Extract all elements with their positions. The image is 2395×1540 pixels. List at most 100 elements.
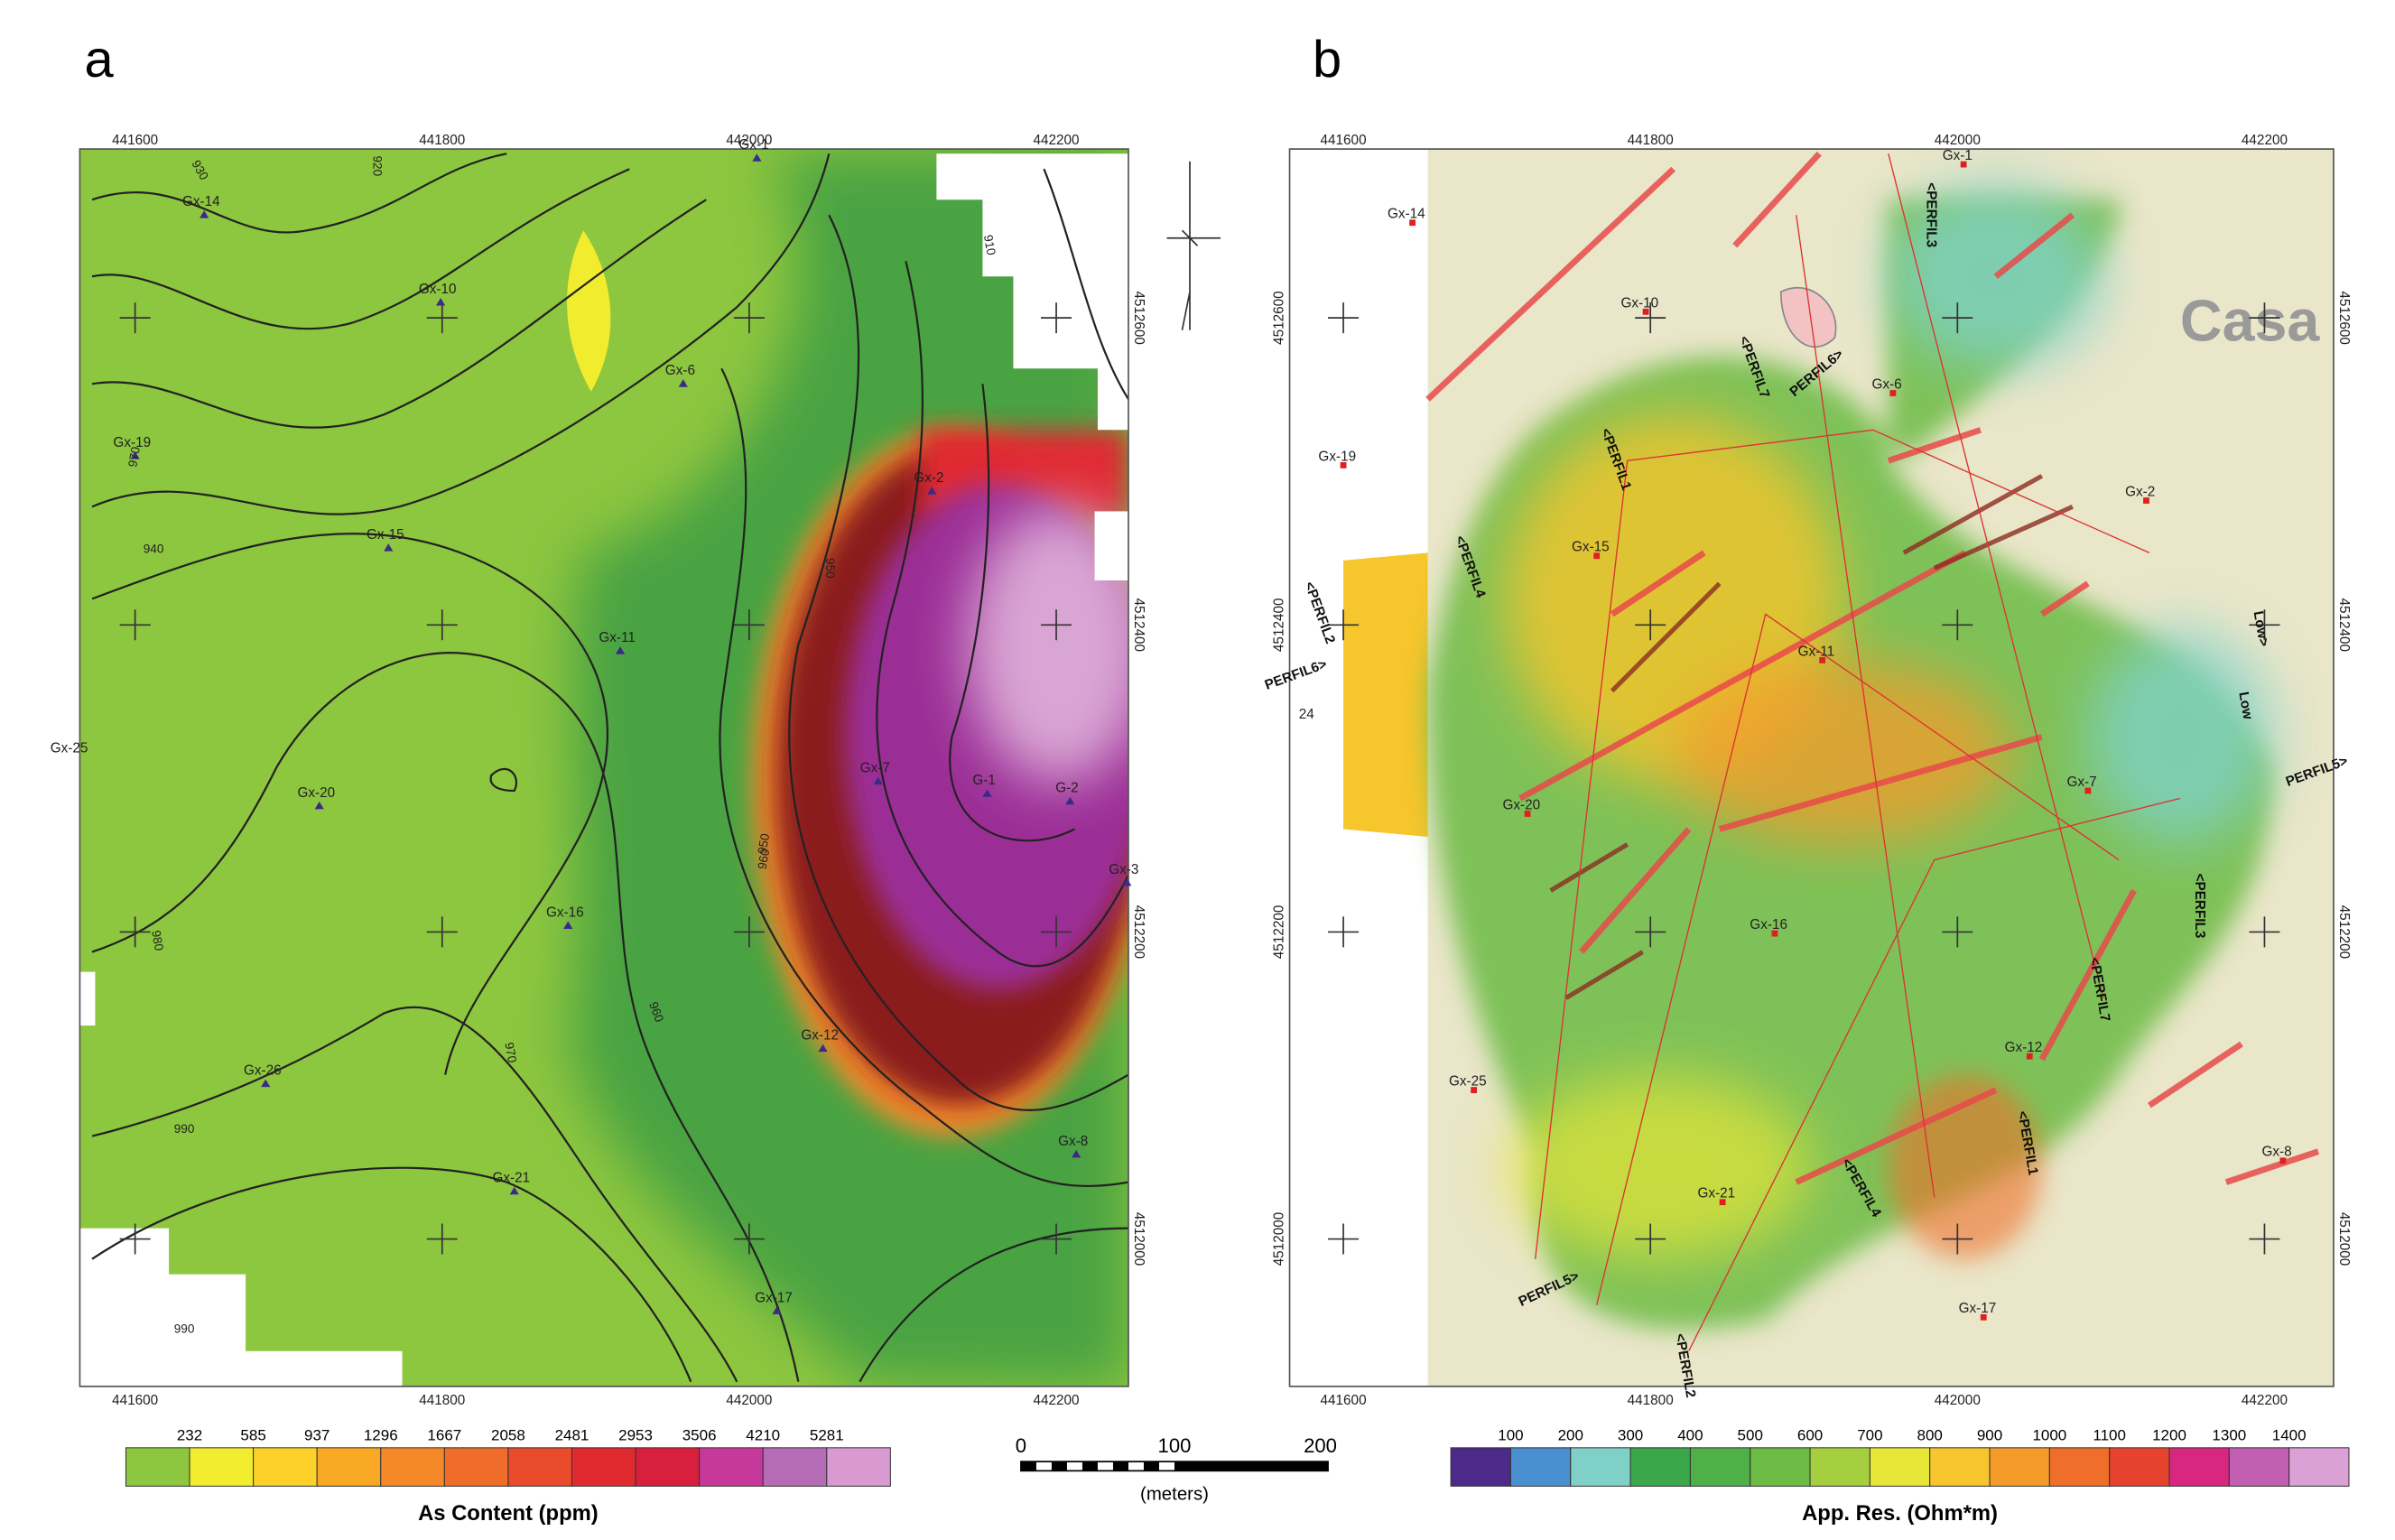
y-tick-label: 4512600 bbox=[2336, 291, 2352, 345]
contour-label: 910 bbox=[981, 234, 998, 256]
grid-cross bbox=[1942, 1223, 1973, 1255]
sample-point bbox=[1409, 219, 1416, 227]
legend-swatch bbox=[635, 1447, 701, 1487]
y-tick-label: 4512600 bbox=[1131, 291, 1146, 345]
grid-cross bbox=[119, 302, 151, 334]
sample-label: Gx-6 bbox=[665, 363, 695, 378]
legend-swatch bbox=[2228, 1447, 2290, 1487]
legend-label: 1200 bbox=[2152, 1426, 2186, 1443]
sample-label: Gx-25 bbox=[1449, 1073, 1487, 1089]
legend-title: As Content (ppm) bbox=[418, 1501, 599, 1526]
panel-label: b bbox=[1313, 31, 1341, 88]
grid-cross bbox=[119, 609, 151, 641]
sample-label: Gx-10 bbox=[1620, 295, 1658, 311]
sample-point bbox=[1340, 462, 1347, 468]
map-b: Casa bbox=[1289, 149, 2334, 1387]
legend-label: 3506 bbox=[682, 1426, 717, 1443]
sample-point bbox=[261, 1079, 271, 1088]
legend-label: 232 bbox=[177, 1426, 202, 1443]
grid-cross bbox=[2249, 609, 2280, 641]
legend-label: 1400 bbox=[2272, 1426, 2307, 1443]
legend-swatch bbox=[2168, 1447, 2230, 1487]
grid-cross bbox=[1942, 916, 1973, 948]
legend-label: 700 bbox=[1857, 1426, 1882, 1443]
legend-label: 300 bbox=[1618, 1426, 1643, 1443]
sample-label: Gx-21 bbox=[1697, 1186, 1735, 1201]
legend-label: 1100 bbox=[2093, 1426, 2126, 1443]
sample-point bbox=[1889, 390, 1897, 396]
legend-label: 900 bbox=[1977, 1426, 2002, 1443]
map-a bbox=[79, 149, 1128, 1387]
scale-label: 200 bbox=[1304, 1434, 1337, 1457]
grid-cross bbox=[119, 916, 151, 948]
legend-label: 585 bbox=[240, 1426, 265, 1443]
legend-label: 100 bbox=[1498, 1426, 1523, 1443]
legend-label: 600 bbox=[1797, 1426, 1823, 1443]
contour-label: 950 bbox=[756, 832, 773, 855]
legend-label: 1296 bbox=[364, 1426, 398, 1443]
sample-label: Gx-1 bbox=[1943, 148, 1973, 163]
frame bbox=[79, 148, 1129, 1387]
sample-point bbox=[1960, 161, 1967, 168]
sample-label: Gx-7 bbox=[860, 761, 890, 776]
legend-swatch bbox=[2109, 1447, 2170, 1487]
grid-cross bbox=[1328, 1223, 1360, 1255]
contour-label: 980 bbox=[149, 929, 166, 951]
sample-point bbox=[130, 451, 140, 459]
legend-label: 1000 bbox=[2032, 1426, 2066, 1443]
sample-label: Gx-3 bbox=[1109, 862, 1138, 877]
profile-label: Low> bbox=[2251, 610, 2272, 648]
legend-swatch bbox=[826, 1447, 891, 1487]
sample-point bbox=[2143, 497, 2149, 504]
grid-cross bbox=[1635, 1223, 1666, 1255]
profile-label: <PERFIL3 bbox=[2192, 874, 2207, 939]
grid-cross bbox=[1635, 916, 1666, 948]
sample-point bbox=[200, 210, 209, 218]
scale-bar: 0 100 200 (meters) bbox=[1016, 1434, 1337, 1505]
grid-cross bbox=[1041, 302, 1072, 334]
sample-point bbox=[1771, 930, 1778, 937]
sample-label: Gx-15 bbox=[1572, 540, 1610, 555]
sample-label: Gx-6 bbox=[1872, 376, 1902, 392]
sample-point bbox=[772, 1306, 782, 1314]
sample-label: Gx-19 bbox=[113, 435, 151, 450]
sample-label: Gx-16 bbox=[1750, 917, 1787, 932]
contour-label: 950 bbox=[823, 558, 837, 579]
y-tick-label: 4512000 bbox=[1131, 1212, 1146, 1266]
sample-point bbox=[2279, 1157, 2287, 1164]
legend-label: 500 bbox=[1738, 1426, 1763, 1443]
legend-label: 2058 bbox=[491, 1426, 525, 1443]
sample-point bbox=[1065, 796, 1075, 805]
profile-label: Low bbox=[2235, 691, 2255, 720]
legend-swatch bbox=[1929, 1447, 1991, 1487]
contour-label: 990 bbox=[174, 1122, 195, 1136]
contour-label: 970 bbox=[502, 1042, 519, 1064]
legend-label: 4210 bbox=[746, 1426, 780, 1443]
sample-label: Gx-11 bbox=[1798, 644, 1835, 659]
y-tick-label: 4512000 bbox=[1272, 1212, 1287, 1266]
x-tick-label: 441800 bbox=[1628, 133, 1674, 148]
legend-swatch bbox=[316, 1447, 382, 1487]
sample-point bbox=[678, 379, 688, 387]
sample-point bbox=[982, 789, 992, 797]
grid-cross bbox=[733, 1223, 765, 1255]
sample-point bbox=[818, 1044, 828, 1053]
sample-point bbox=[615, 646, 626, 654]
x-tick-label: 442000 bbox=[1935, 133, 1981, 148]
grid-cross bbox=[426, 302, 458, 334]
sample-label: Gx-10 bbox=[419, 282, 457, 297]
sample-label: Gx-17 bbox=[1959, 1301, 1997, 1316]
sample-point bbox=[314, 801, 324, 810]
grid-cross bbox=[2249, 916, 2280, 948]
grid-cross bbox=[2249, 1223, 2280, 1255]
contour-label: 960 bbox=[646, 1000, 666, 1025]
contour-label: 920 bbox=[370, 155, 384, 176]
grid-cross bbox=[1942, 609, 1973, 641]
x-tick-label: 441600 bbox=[112, 133, 158, 148]
grid-cross bbox=[426, 916, 458, 948]
sample-label: Gx-14 bbox=[182, 194, 220, 209]
grid-cross bbox=[1041, 1223, 1072, 1255]
y-tick-label: 4512200 bbox=[1272, 905, 1287, 960]
contour-label: 940 bbox=[144, 542, 164, 555]
